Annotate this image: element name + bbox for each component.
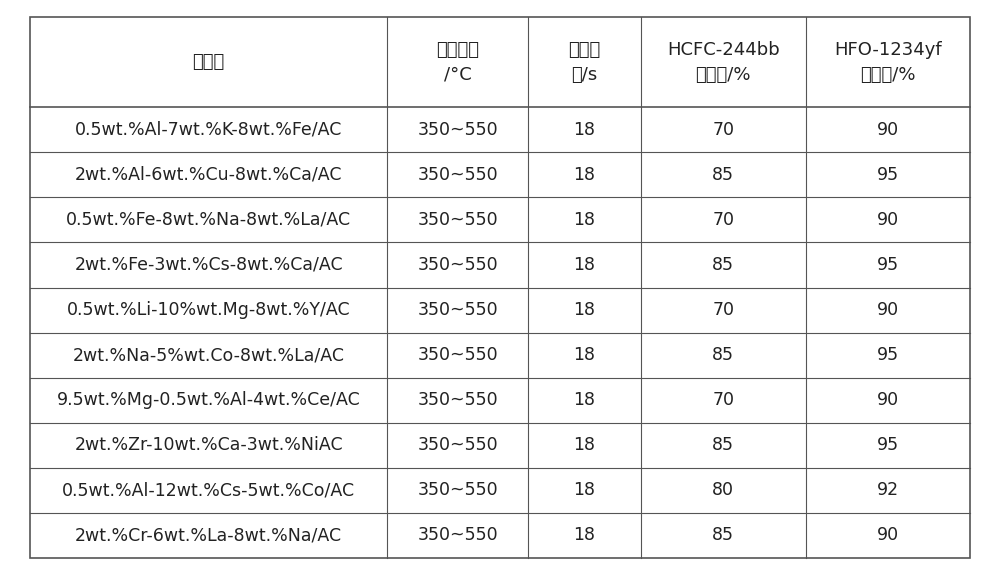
Text: 350~550: 350~550 bbox=[417, 166, 498, 184]
Text: 70: 70 bbox=[712, 301, 734, 319]
Text: 间/s: 间/s bbox=[571, 66, 598, 84]
Text: 85: 85 bbox=[712, 436, 734, 454]
Text: 催化剂: 催化剂 bbox=[192, 53, 225, 71]
Text: 反应温度: 反应温度 bbox=[436, 41, 479, 59]
Text: 350~550: 350~550 bbox=[417, 436, 498, 454]
Text: 350~550: 350~550 bbox=[417, 121, 498, 139]
Text: 0.5wt.%Fe-8wt.%Na-8wt.%La/AC: 0.5wt.%Fe-8wt.%Na-8wt.%La/AC bbox=[66, 211, 351, 229]
Text: 85: 85 bbox=[712, 526, 734, 544]
Text: /°C: /°C bbox=[444, 66, 472, 84]
Text: 350~550: 350~550 bbox=[417, 301, 498, 319]
Text: 0.5wt.%Li-10%wt.Mg-8wt.%Y/AC: 0.5wt.%Li-10%wt.Mg-8wt.%Y/AC bbox=[67, 301, 350, 319]
Text: 90: 90 bbox=[877, 301, 899, 319]
Text: 18: 18 bbox=[574, 166, 596, 184]
Text: 18: 18 bbox=[574, 391, 596, 409]
Text: 95: 95 bbox=[877, 166, 899, 184]
Text: 2wt.%Cr-6wt.%La-8wt.%Na/AC: 2wt.%Cr-6wt.%La-8wt.%Na/AC bbox=[75, 526, 342, 544]
Text: 接触时: 接触时 bbox=[568, 41, 601, 59]
Text: 92: 92 bbox=[877, 481, 899, 499]
Text: 90: 90 bbox=[877, 526, 899, 544]
Text: HFO-1234yf: HFO-1234yf bbox=[834, 41, 942, 59]
Text: 350~550: 350~550 bbox=[417, 526, 498, 544]
Text: HCFC-244bb: HCFC-244bb bbox=[667, 41, 780, 59]
Text: 选择性/%: 选择性/% bbox=[860, 66, 916, 84]
Text: 350~550: 350~550 bbox=[417, 211, 498, 229]
Text: 18: 18 bbox=[574, 346, 596, 364]
Text: 350~550: 350~550 bbox=[417, 346, 498, 364]
Text: 18: 18 bbox=[574, 481, 596, 499]
Text: 85: 85 bbox=[712, 256, 734, 274]
Text: 18: 18 bbox=[574, 436, 596, 454]
Text: 18: 18 bbox=[574, 211, 596, 229]
Text: 90: 90 bbox=[877, 121, 899, 139]
Text: 18: 18 bbox=[574, 121, 596, 139]
Text: 85: 85 bbox=[712, 346, 734, 364]
Text: 350~550: 350~550 bbox=[417, 481, 498, 499]
Text: 70: 70 bbox=[712, 391, 734, 409]
Text: 2wt.%Na-5%wt.Co-8wt.%La/AC: 2wt.%Na-5%wt.Co-8wt.%La/AC bbox=[73, 346, 345, 364]
Text: 18: 18 bbox=[574, 526, 596, 544]
Text: 90: 90 bbox=[877, 391, 899, 409]
Text: 90: 90 bbox=[877, 211, 899, 229]
Text: 2wt.%Fe-3wt.%Cs-8wt.%Ca/AC: 2wt.%Fe-3wt.%Cs-8wt.%Ca/AC bbox=[74, 256, 343, 274]
Text: 350~550: 350~550 bbox=[417, 391, 498, 409]
Text: 85: 85 bbox=[712, 166, 734, 184]
Text: 70: 70 bbox=[712, 121, 734, 139]
Text: 0.5wt.%Al-12wt.%Cs-5wt.%Co/AC: 0.5wt.%Al-12wt.%Cs-5wt.%Co/AC bbox=[62, 481, 355, 499]
Text: 转化率/%: 转化率/% bbox=[696, 66, 751, 84]
Text: 2wt.%Zr-10wt.%Ca-3wt.%NiAC: 2wt.%Zr-10wt.%Ca-3wt.%NiAC bbox=[74, 436, 343, 454]
Text: 350~550: 350~550 bbox=[417, 256, 498, 274]
Text: 95: 95 bbox=[877, 346, 899, 364]
Text: 95: 95 bbox=[877, 436, 899, 454]
Text: 80: 80 bbox=[712, 481, 734, 499]
Text: 0.5wt.%Al-7wt.%K-8wt.%Fe/AC: 0.5wt.%Al-7wt.%K-8wt.%Fe/AC bbox=[75, 121, 342, 139]
Text: 70: 70 bbox=[712, 211, 734, 229]
Text: 95: 95 bbox=[877, 256, 899, 274]
Text: 2wt.%Al-6wt.%Cu-8wt.%Ca/AC: 2wt.%Al-6wt.%Cu-8wt.%Ca/AC bbox=[75, 166, 342, 184]
Text: 18: 18 bbox=[574, 256, 596, 274]
Text: 18: 18 bbox=[574, 301, 596, 319]
Text: 9.5wt.%Mg-0.5wt.%Al-4wt.%Ce/AC: 9.5wt.%Mg-0.5wt.%Al-4wt.%Ce/AC bbox=[57, 391, 360, 409]
